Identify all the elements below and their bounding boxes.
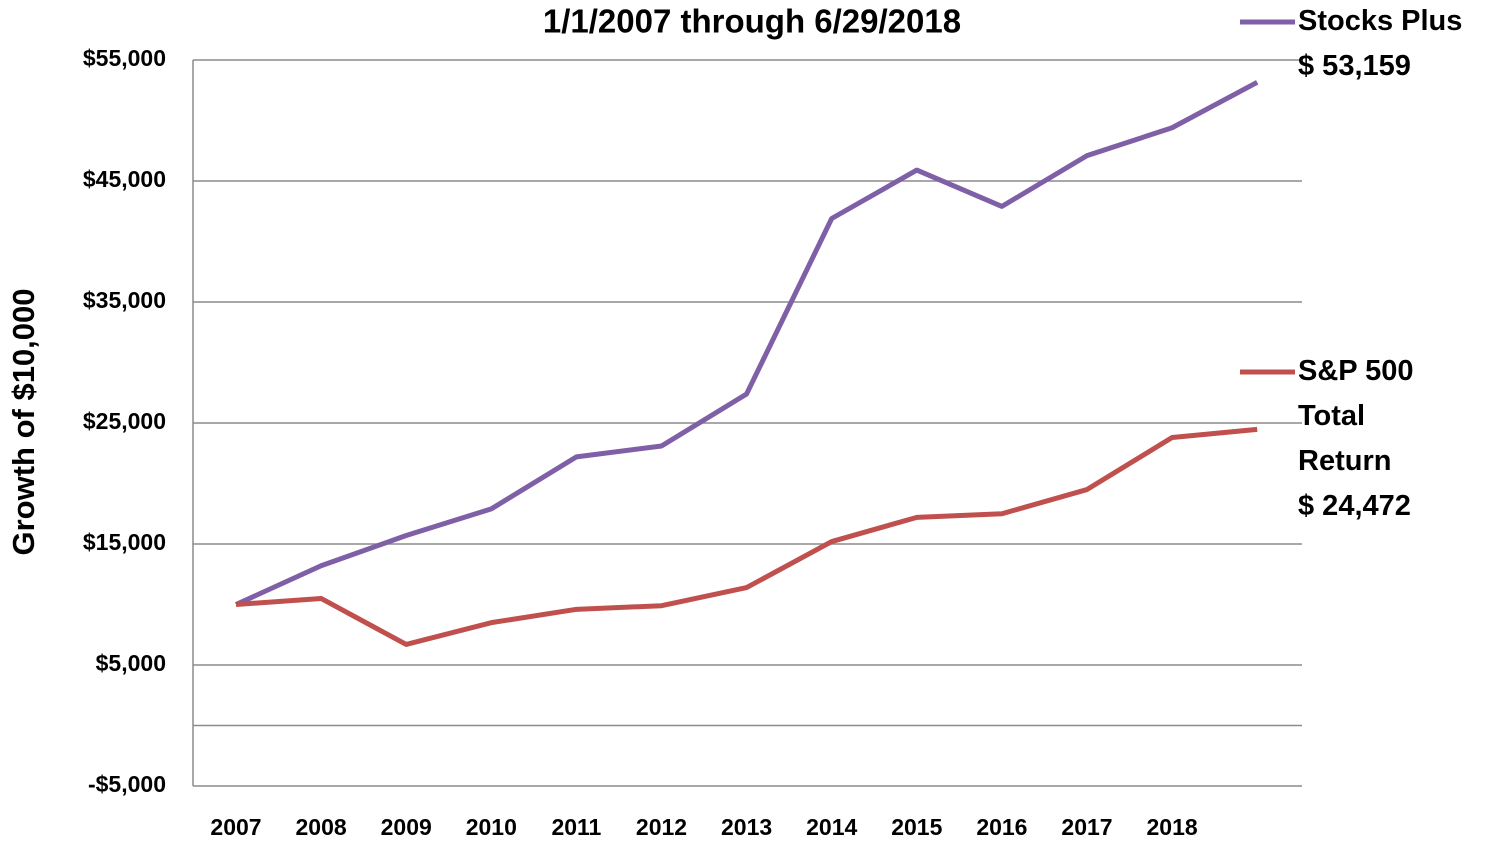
end-value-label: $ 53,159	[1298, 50, 1411, 82]
legend-label: S&P 500 Total Return	[1298, 355, 1414, 477]
legend-label: Stocks Plus	[1298, 5, 1463, 37]
x-tick-label: 2014	[806, 814, 857, 840]
y-tick-label: $15,000	[83, 529, 166, 555]
y-tick-label: $35,000	[83, 287, 166, 313]
x-tick-label: 2013	[721, 814, 772, 840]
x-tick-label: 2009	[381, 814, 432, 840]
x-tick-label: 2012	[636, 814, 687, 840]
series-line	[234, 80, 1259, 607]
x-tick-label: 2016	[976, 814, 1027, 840]
end-value-label: $ 24,472	[1298, 490, 1411, 522]
legend-entry: S&P 500 Total Return $ 24,472	[1298, 349, 1438, 529]
y-tick-label: $55,000	[83, 45, 166, 71]
x-tick-label: 2007	[210, 814, 261, 840]
x-tick-label: 2010	[466, 814, 517, 840]
y-axis-label: Growth of $10,000	[6, 288, 41, 555]
x-tick-label: 2008	[296, 814, 347, 840]
x-tick-label: 2017	[1061, 814, 1112, 840]
y-tick-label: -$5,000	[88, 771, 166, 797]
x-tick-label: 2015	[891, 814, 942, 840]
y-tick-label: $5,000	[96, 650, 166, 676]
y-tick-label: $25,000	[83, 408, 166, 434]
x-tick-label: 2018	[1147, 814, 1198, 840]
legend-entry: Stocks Plus $ 53,159	[1298, 0, 1483, 89]
series-line	[235, 426, 1258, 647]
chart-title: 1/1/2007 through 6/29/2018	[543, 3, 961, 40]
y-tick-label: $45,000	[83, 166, 166, 192]
x-tick-label: 2011	[551, 814, 601, 840]
